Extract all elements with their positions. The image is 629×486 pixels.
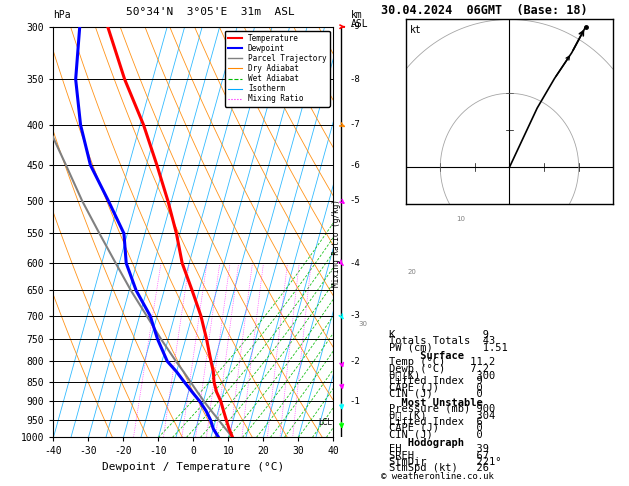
Text: -3: -3 (349, 311, 360, 320)
Text: LCL: LCL (318, 418, 331, 427)
Text: -8: -8 (349, 75, 360, 84)
Text: -2: -2 (349, 357, 360, 366)
Text: 30.04.2024  06GMT  (Base: 18): 30.04.2024 06GMT (Base: 18) (381, 4, 587, 17)
Text: Hodograph: Hodograph (389, 438, 464, 448)
Text: StmSpd (kt)   26: StmSpd (kt) 26 (389, 463, 489, 473)
Text: 1: 1 (131, 439, 135, 444)
Text: -1: -1 (349, 397, 360, 406)
Legend: Temperature, Dewpoint, Parcel Trajectory, Dry Adiabat, Wet Adiabat, Isotherm, Mi: Temperature, Dewpoint, Parcel Trajectory… (225, 31, 330, 106)
Text: EH            39: EH 39 (389, 444, 489, 454)
Text: -7: -7 (349, 121, 360, 129)
Text: -4: -4 (349, 259, 360, 268)
X-axis label: Dewpoint / Temperature (°C): Dewpoint / Temperature (°C) (103, 462, 284, 472)
Text: ASL: ASL (351, 19, 369, 29)
Text: 10: 10 (456, 216, 465, 223)
Text: CAPE (J)      0: CAPE (J) 0 (389, 382, 482, 393)
Text: 10: 10 (238, 439, 245, 444)
Text: 50°34'N  3°05'E  31m  ASL: 50°34'N 3°05'E 31m ASL (126, 7, 294, 17)
Text: PW (cm)        1.51: PW (cm) 1.51 (389, 342, 508, 352)
Text: CIN (J)       0: CIN (J) 0 (389, 429, 482, 439)
Text: θᴇ (K)        304: θᴇ (K) 304 (389, 410, 495, 420)
Text: 20: 20 (407, 269, 416, 275)
Text: -9: -9 (349, 22, 360, 31)
Text: hPa: hPa (53, 10, 71, 20)
Text: km: km (351, 10, 363, 20)
Text: K              9: K 9 (389, 330, 489, 340)
Text: -5: -5 (349, 196, 360, 206)
Text: 25: 25 (289, 439, 296, 444)
Text: Lifted Index  6: Lifted Index 6 (389, 417, 482, 427)
Text: kt: kt (410, 25, 421, 35)
Text: 2: 2 (162, 439, 165, 444)
Text: CAPE (J)      0: CAPE (J) 0 (389, 423, 482, 433)
Text: Most Unstable: Most Unstable (389, 398, 482, 408)
Text: 6: 6 (214, 439, 217, 444)
Text: Surface: Surface (389, 351, 464, 361)
Text: 8: 8 (228, 439, 232, 444)
Text: θᴇ(K)         300: θᴇ(K) 300 (389, 370, 495, 380)
Text: 4: 4 (194, 439, 198, 444)
Text: Lifted Index  9: Lifted Index 9 (389, 376, 482, 386)
Text: Pressure (mb) 900: Pressure (mb) 900 (389, 404, 495, 414)
Text: Dewp (°C)    7.2: Dewp (°C) 7.2 (389, 364, 489, 374)
Text: Mixing Ratio (g/kg): Mixing Ratio (g/kg) (332, 199, 341, 287)
Text: 5: 5 (204, 439, 208, 444)
Text: -6: -6 (349, 160, 360, 170)
Text: 30: 30 (359, 321, 367, 327)
Text: 20: 20 (276, 439, 284, 444)
Text: 16: 16 (264, 439, 271, 444)
Text: Totals Totals  43: Totals Totals 43 (389, 336, 495, 346)
Text: 3: 3 (180, 439, 184, 444)
Text: SREH          67: SREH 67 (389, 451, 489, 461)
Text: CIN (J)       0: CIN (J) 0 (389, 389, 482, 399)
Text: Temp (°C)    11.2: Temp (°C) 11.2 (389, 357, 495, 367)
Text: StmDir        221°: StmDir 221° (389, 457, 501, 467)
Text: © weatheronline.co.uk: © weatheronline.co.uk (381, 472, 493, 481)
